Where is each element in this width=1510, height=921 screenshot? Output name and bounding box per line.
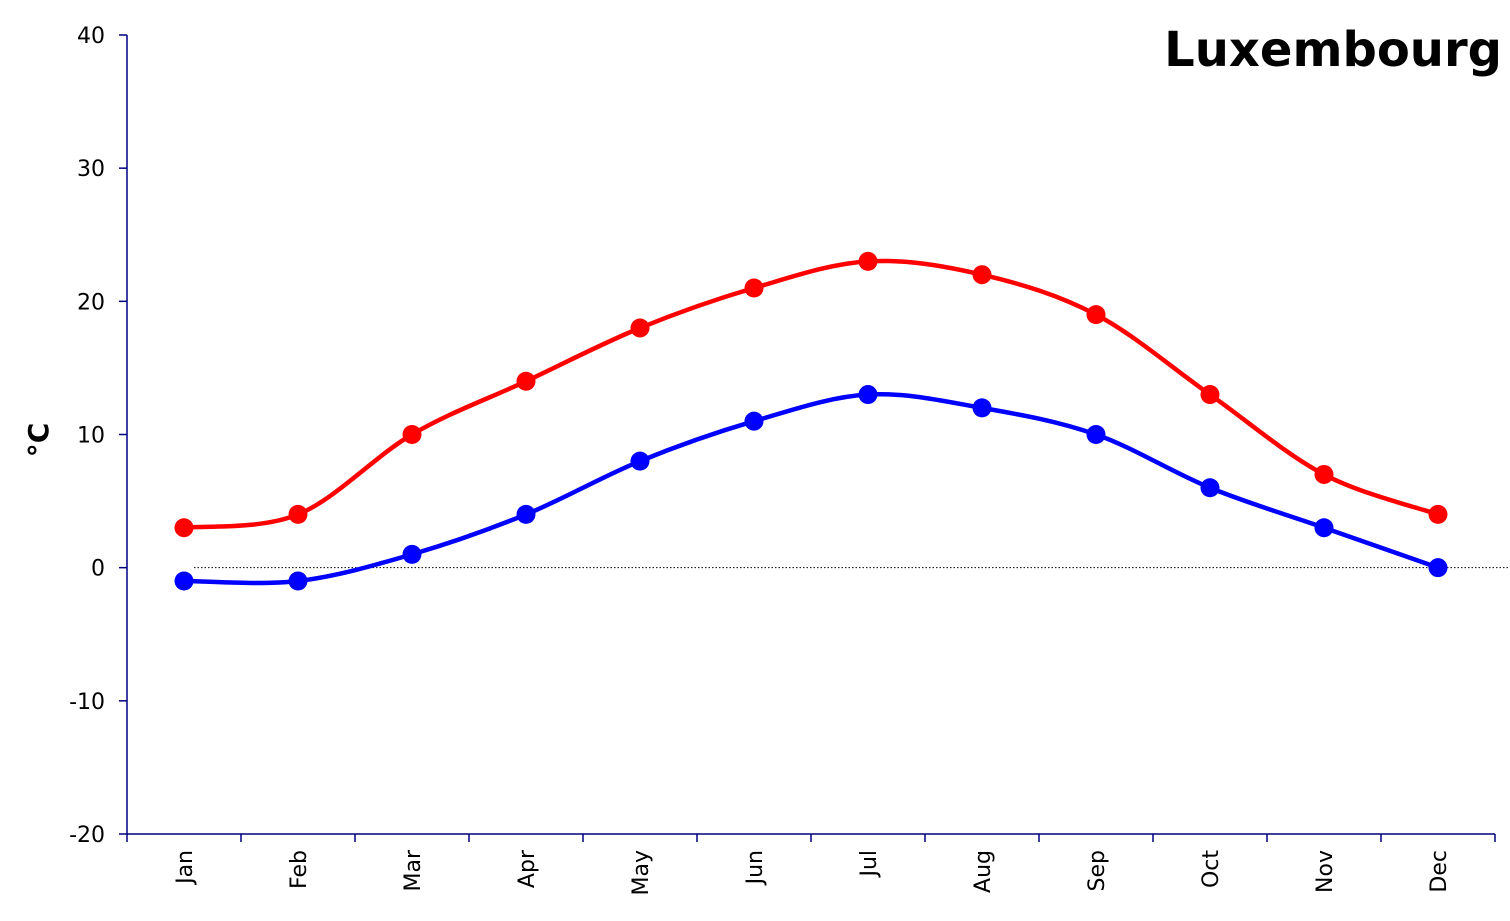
data-point [402, 425, 422, 444]
data-point [516, 371, 536, 391]
axes [126, 35, 1510, 835]
x-tick-label: Jun [743, 850, 768, 886]
data-point [858, 251, 878, 271]
x-tick-label: Apr [515, 849, 540, 888]
data-point [630, 318, 650, 338]
data-point [402, 544, 422, 564]
data-point [630, 451, 650, 471]
x-tick-label: Sep [1085, 850, 1110, 891]
data-point [1200, 478, 1220, 498]
data-point [1428, 504, 1448, 524]
x-tick-label: May [629, 850, 654, 895]
data-point [174, 518, 194, 538]
y-tick-label: -10 [69, 690, 105, 715]
y-tick-label: 10 [77, 424, 105, 449]
x-tick-label: Oct [1199, 850, 1224, 888]
x-ticks: Jan Feb Mar Apr May Jun Jul Aug Sep Oct Nov Dec [126, 834, 1496, 895]
x-tick-label: Feb [287, 850, 312, 889]
y-tick-label: 0 [91, 557, 105, 582]
x-tick-label: Aug [971, 850, 996, 893]
series-line [183, 258, 1439, 530]
series-lines [174, 251, 1448, 591]
data-point [174, 571, 194, 591]
data-point [972, 265, 992, 285]
y-tick-label: 30 [77, 157, 105, 182]
chart-title: Luxembourg [1164, 22, 1502, 78]
data-point [1200, 385, 1220, 405]
data-point [1314, 518, 1334, 538]
data-point [1314, 464, 1334, 484]
data-point [288, 571, 308, 591]
y-tick-label: 20 [77, 290, 105, 315]
data-point [744, 411, 764, 431]
y-tick-label: -20 [69, 823, 105, 848]
x-tick-label: Dec [1427, 850, 1452, 893]
data-point [858, 385, 878, 405]
y-axis-label: °C [22, 423, 55, 458]
data-point [744, 278, 764, 298]
data-point [972, 398, 992, 418]
y-tick-label: 40 [77, 24, 105, 49]
x-tick-label: Jul [857, 850, 882, 879]
data-point [1428, 558, 1448, 578]
y-ticks: 40 30 20 10 0 -10 -20 [69, 24, 127, 848]
data-point [516, 504, 536, 524]
x-tick-label: Nov [1313, 850, 1338, 893]
data-point [1086, 425, 1106, 444]
x-tick-label: Mar [401, 849, 426, 891]
x-tick-label: Jan [173, 850, 198, 886]
series-0 [174, 251, 1448, 538]
data-point [288, 504, 308, 524]
data-point [1086, 305, 1106, 325]
series-1 [174, 385, 1448, 591]
